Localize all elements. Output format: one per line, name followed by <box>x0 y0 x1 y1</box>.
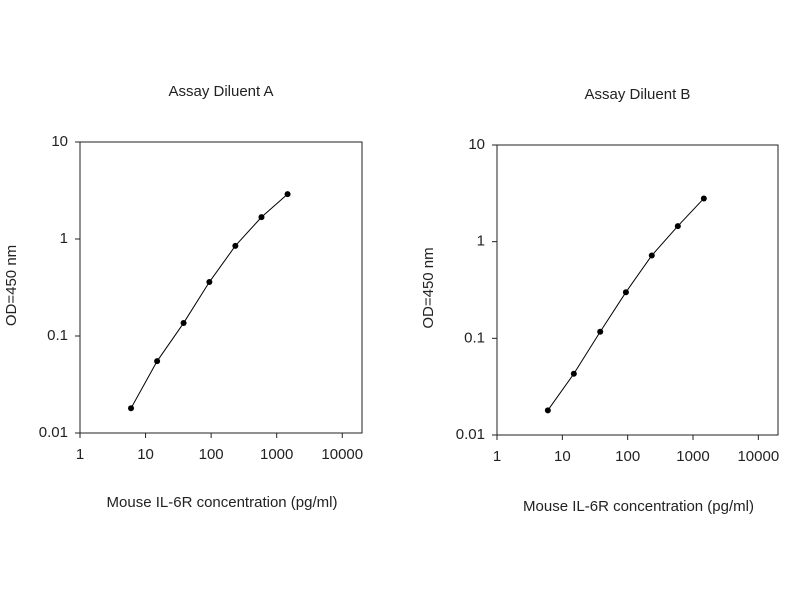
x-tick-label: 10000 <box>321 446 363 463</box>
x-tick-label: 100 <box>199 446 224 463</box>
x-tick-label: 10000 <box>737 448 779 465</box>
x-tick-label: 10 <box>137 446 154 463</box>
y-tick-label: 0.01 <box>456 426 485 443</box>
data-line <box>547 198 705 411</box>
data-point <box>622 289 629 296</box>
y-tick-label: 1 <box>477 233 485 250</box>
x-tick-label: 100 <box>615 448 640 465</box>
data-point <box>232 242 239 249</box>
data-point <box>674 223 681 230</box>
x-axis-label: Mouse IL-6R concentration (pg/ml) <box>523 498 754 515</box>
y-tick-label: 0.1 <box>47 327 68 344</box>
plot-frame <box>496 144 779 436</box>
x-tick-label: 1 <box>493 448 501 465</box>
data-point <box>258 214 265 221</box>
data-point <box>700 195 707 202</box>
y-tick-label: 0.1 <box>464 329 485 346</box>
data-point <box>128 405 135 412</box>
y-tick-label: 1 <box>60 230 68 247</box>
y-axis-label: OD=450 nm <box>3 245 20 326</box>
y-tick-label: 10 <box>51 133 68 150</box>
data-point <box>284 191 291 198</box>
data-point <box>570 370 577 377</box>
x-axis-label: Mouse IL-6R concentration (pg/ml) <box>107 494 338 511</box>
y-tick-label: 0.01 <box>39 424 68 441</box>
data-point <box>206 279 213 286</box>
data-point <box>154 358 161 365</box>
chart-title: Assay Diluent A <box>168 83 273 100</box>
x-tick-label: 1 <box>76 446 84 463</box>
chart: Assay Diluent B Mouse IL-6R concentration… <box>420 86 779 515</box>
x-tick-label: 1000 <box>260 446 293 463</box>
data-point <box>648 252 655 259</box>
y-tick-label: 10 <box>468 136 485 153</box>
data-point <box>180 320 187 327</box>
data-line <box>130 193 288 409</box>
chart: Assay Diluent A Mouse IL-6R concentration… <box>3 83 363 511</box>
x-tick-label: 10 <box>554 448 571 465</box>
data-point <box>597 328 604 335</box>
y-axis-label: OD=450 nm <box>420 247 437 328</box>
plot-frame <box>79 141 363 434</box>
data-point <box>544 407 551 414</box>
x-tick-label: 1000 <box>676 448 709 465</box>
chart-title: Assay Diluent B <box>585 86 691 103</box>
